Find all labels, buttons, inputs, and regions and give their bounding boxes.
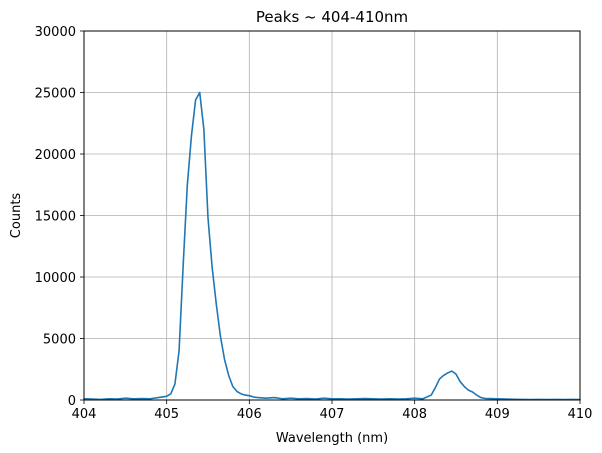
- y-tick-label: 10000: [35, 271, 76, 286]
- x-tick-label: 408: [402, 407, 427, 422]
- x-tick-label: 406: [237, 407, 262, 422]
- x-tick-label: 404: [72, 407, 97, 422]
- y-tick-label: 25000: [35, 87, 76, 102]
- y-tick-label: 0: [68, 394, 76, 409]
- x-axis-label: Wavelength (nm): [276, 431, 388, 446]
- axis-ticks: 404 405 406 407 408 409 410 0 5000 10000 15000 2000…: [35, 25, 593, 422]
- y-tick-label: 30000: [35, 25, 76, 40]
- y-tick-label: 20000: [35, 148, 76, 163]
- x-tick-label: 409: [485, 407, 510, 422]
- y-tick-label: 15000: [35, 210, 76, 225]
- x-tick-label: 407: [320, 407, 345, 422]
- y-tick-label: 5000: [43, 333, 76, 348]
- x-tick-label: 405: [154, 407, 179, 422]
- x-tick-label: 410: [568, 407, 593, 422]
- series-layer: [83, 91, 581, 401]
- y-axis-label: Counts: [9, 193, 24, 239]
- series-line-0: [83, 91, 581, 401]
- chart-title: Peaks ~ 404-410nm: [256, 8, 408, 26]
